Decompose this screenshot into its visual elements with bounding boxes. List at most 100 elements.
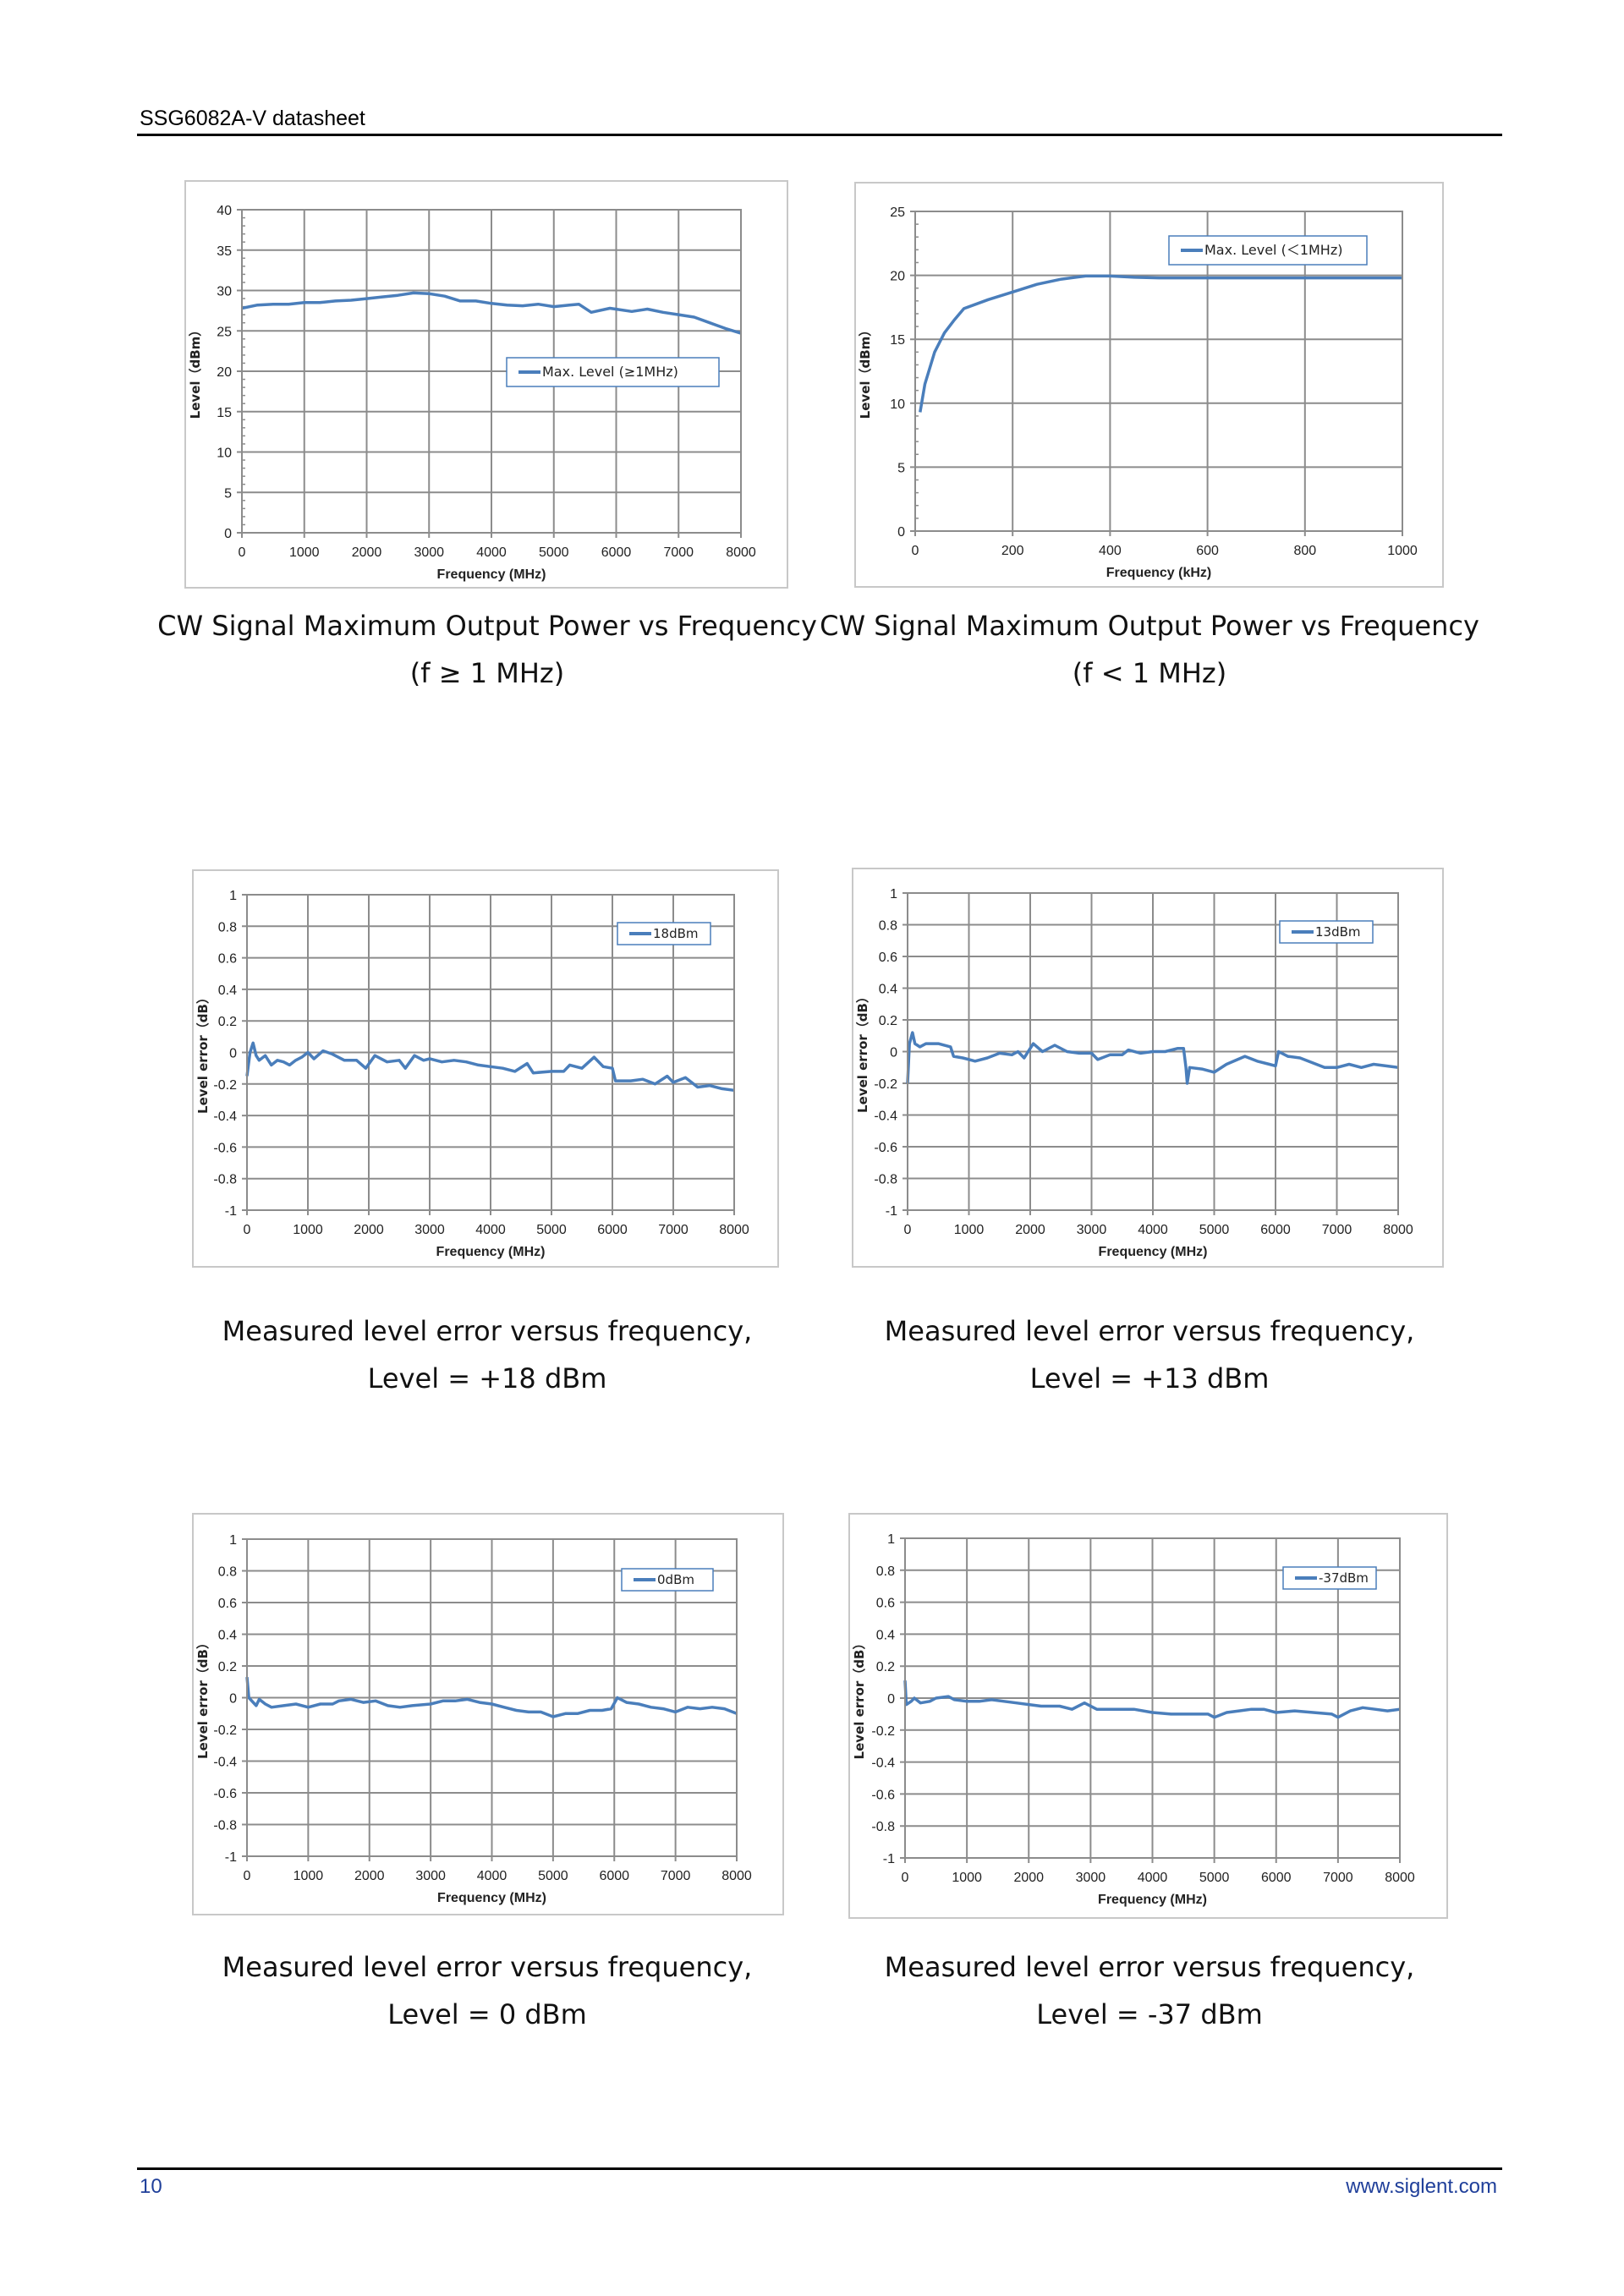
y-tick-label: 40: [217, 204, 232, 218]
figure-caption: CW Signal Maximum Output Power vs Freque…: [803, 602, 1496, 697]
chart-svg: -1 -0.8 -0.6 -0.4 -0.2 0 0.2 0.4 0.6 0.8 1 0 1000 200…: [195, 1533, 752, 1905]
x-tick-label: 7000: [661, 1869, 691, 1883]
y-tick-label: -0.8: [213, 1173, 237, 1187]
x-axis-title: Frequency (kHz): [1106, 566, 1211, 580]
x-tick-label: 6000: [601, 545, 632, 560]
page-number: 10: [140, 2175, 162, 2198]
series-line-0dBm: [245, 1676, 738, 1718]
website-link[interactable]: www.siglent.com: [1346, 2175, 1497, 2198]
y-tick-label: -0.8: [213, 1819, 237, 1833]
x-axis-title: Frequency (MHz): [1098, 1893, 1207, 1907]
y-tick-label: -0.4: [213, 1756, 237, 1770]
y-tick-label: 1: [229, 889, 237, 903]
x-tick-label: 5000: [539, 545, 569, 560]
legend-label: 0dBm: [657, 1572, 694, 1587]
x-tick-label: 5000: [538, 1869, 568, 1883]
chart-level-error-18dbm: -1 -0.8 -0.6 -0.4 -0.2 0 0.2 0.4 0.6 0.8 1 0 1000 200…: [192, 869, 779, 1268]
y-tick-label: 15: [217, 406, 232, 420]
y-tick-label: 0.4: [879, 983, 897, 997]
x-tick-label: 8000: [1385, 1871, 1415, 1885]
chart-svg: -1 -0.8 -0.6 -0.4 -0.2 0 0.2 0.4 0.6 0.8 1 0 1000 200…: [195, 889, 749, 1259]
x-tick-label: 4000: [475, 1223, 506, 1237]
x-tick-label: 600: [1196, 544, 1219, 558]
plot-area-border: [914, 211, 1403, 532]
series-line-18dBm: [245, 1041, 735, 1093]
plot-area-border: [907, 892, 1399, 1211]
y-tick-label: -0.6: [213, 1141, 237, 1155]
caption-line: Measured level error versus frequency,: [222, 1951, 753, 1983]
chart-svg: -1 -0.8 -0.6 -0.4 -0.2 0 0.2 0.4 0.6 0.8 1 0 1000 200…: [852, 1532, 1415, 1907]
y-tick-label: -0.4: [213, 1110, 237, 1124]
y-tick-label: 0: [897, 525, 905, 540]
caption-line: Measured level error versus frequency,: [884, 1951, 1415, 1983]
x-tick-label: 1000: [294, 1869, 324, 1883]
footer-divider: [137, 2167, 1502, 2170]
y-tick-label: 0.6: [876, 1597, 895, 1611]
y-tick-label: 10: [217, 447, 232, 461]
x-tick-label: 4000: [477, 1869, 508, 1883]
chart-level-error-minus37dbm: -1 -0.8 -0.6 -0.4 -0.2 0 0.2 0.4 0.6 0.8 1 0 1000 200…: [848, 1513, 1448, 1919]
caption-line: CW Signal Maximum Output Power vs Freque…: [157, 610, 817, 642]
y-tick-label: -0.6: [871, 1788, 895, 1802]
series-line-MaxLevel1MHz: [241, 291, 742, 335]
x-tick-label: 2000: [1013, 1871, 1044, 1885]
y-axis-title: Level error（dB）: [852, 1637, 867, 1760]
x-tick-label: 6000: [597, 1223, 628, 1237]
x-tick-label: 3000: [414, 545, 444, 560]
y-tick-label: 0: [229, 1047, 237, 1061]
x-tick-label: 400: [1099, 544, 1122, 558]
y-tick-label: -0.6: [213, 1787, 237, 1801]
y-tick-label: 25: [890, 205, 905, 220]
y-tick-label: 0.6: [218, 1597, 237, 1611]
plot-area-border: [241, 209, 742, 534]
chart-max-power-above-1mhz: 0 5 10 15 20 25 30 35 40 0 1000 2000 3000 4000 5000 600…: [184, 180, 788, 589]
y-tick-label: 1: [887, 1532, 895, 1547]
x-tick-label: 5000: [536, 1223, 567, 1237]
legend-label: Max. Level (≥1MHz): [542, 364, 678, 380]
x-tick-label: 2000: [352, 545, 382, 560]
y-tick-label: -0.2: [213, 1078, 237, 1093]
caption-line: Level = -37 dBm: [1036, 1998, 1263, 2030]
plot-area-border: [904, 1537, 1401, 1859]
x-tick-label: 0: [904, 1223, 912, 1237]
y-tick-label: -0.6: [874, 1141, 897, 1155]
y-tick-label: 0.8: [218, 920, 237, 934]
legend-label: -37dBm: [1319, 1570, 1369, 1586]
chart-level-error-0dbm: -1 -0.8 -0.6 -0.4 -0.2 0 0.2 0.4 0.6 0.8 1 0 1000 200…: [192, 1513, 784, 1915]
x-tick-label: 800: [1293, 544, 1316, 558]
caption-line: Level = 0 dBm: [387, 1998, 587, 2030]
x-tick-label: 200: [1001, 544, 1024, 558]
caption-line: Measured level error versus frequency,: [222, 1315, 753, 1347]
y-tick-label: 0.4: [876, 1628, 895, 1642]
series-line--37dBm: [903, 1680, 1401, 1719]
y-tick-label: -0.2: [874, 1077, 897, 1092]
y-tick-label: 1: [229, 1533, 237, 1548]
y-tick-label: -1: [225, 1850, 237, 1865]
x-tick-label: 2000: [354, 1869, 385, 1883]
x-axis-title: Frequency (MHz): [437, 1891, 546, 1905]
x-tick-label: 0: [244, 1869, 251, 1883]
x-tick-label: 6000: [599, 1869, 629, 1883]
y-tick-label: 0.8: [218, 1565, 237, 1580]
x-tick-label: 2000: [354, 1223, 384, 1237]
x-tick-label: 6000: [1261, 1871, 1292, 1885]
x-tick-label: 5000: [1199, 1871, 1230, 1885]
x-tick-label: 0: [244, 1223, 251, 1237]
x-tick-label: 6000: [1260, 1223, 1291, 1237]
y-tick-label: 0: [224, 527, 232, 541]
caption-line: (f ≥ 1 MHz): [409, 657, 565, 689]
y-tick-label: -0.4: [871, 1756, 895, 1771]
y-tick-label: 25: [217, 325, 232, 339]
y-tick-label: 5: [897, 461, 905, 475]
y-tick-label: -0.2: [871, 1724, 895, 1739]
x-tick-label: 3000: [415, 1869, 446, 1883]
series-line-MaxLevel1MHz: [919, 274, 1402, 413]
plot-area-border: [246, 1538, 738, 1857]
y-axis-title: Level error（dB）: [195, 1636, 211, 1759]
y-tick-label: 0: [887, 1692, 895, 1707]
y-tick-label: 0.4: [218, 984, 237, 998]
x-tick-label: 7000: [1323, 1871, 1353, 1885]
y-tick-label: 0: [229, 1692, 237, 1707]
x-tick-label: 0: [902, 1871, 909, 1885]
y-tick-label: -0.2: [213, 1723, 237, 1738]
